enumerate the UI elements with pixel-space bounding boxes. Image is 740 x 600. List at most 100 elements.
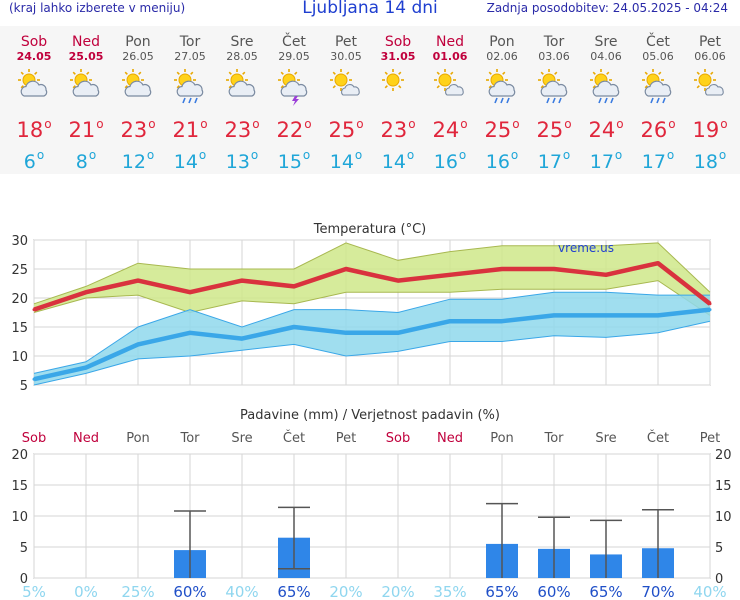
watermark: vreme.us [558, 241, 614, 255]
day-date: 03.06 [538, 50, 570, 63]
day-date: 26.05 [122, 50, 154, 63]
day-column: Čet 05.06 26o 17o [632, 34, 684, 174]
precipitation-chart-title: Padavine (mm) / Verjetnost padavin (%) [240, 408, 500, 423]
min-temperature: 14o [381, 148, 415, 173]
temperature-chart-title: Temperatura (°C) [313, 222, 426, 237]
min-temperature-point [604, 313, 608, 317]
precipitation-probability: 65% [277, 583, 310, 600]
max-temperature-point [136, 279, 140, 283]
precipitation-probability: 60% [173, 583, 206, 600]
precipitation-y-tick-left: 0 [20, 572, 28, 587]
day-name: Pet [698, 34, 722, 50]
day-column: Čet 29.05 22o 15o [268, 34, 320, 174]
precipitation-day-label: Ned [73, 431, 99, 446]
day-date: 29.05 [278, 50, 310, 63]
day-name: Sob [20, 34, 48, 50]
max-temperature: 25o [484, 117, 520, 142]
top-bar: (kraj lahko izberete v meniju) Ljubljana… [0, 0, 740, 20]
precipitation-y-tick-right: 5 [715, 541, 723, 556]
precipitation-day-label: Čet [647, 430, 669, 446]
precipitation-day-label: Pet [336, 431, 356, 446]
min-temperature: 13o [225, 148, 259, 173]
max-temperature: 24o [432, 117, 468, 142]
daily-forecast-strip: Sob 24.05 18o 6o Ned 25.05 21o 8o Pon 26.05 23o 12o… [0, 26, 740, 174]
min-temperature-point [656, 313, 660, 317]
day-column: Pet 06.06 19o 18o [684, 34, 736, 174]
day-date: 30.05 [330, 50, 362, 63]
mostly-sunny-icon [424, 69, 476, 107]
precipitation-day-label: Tor [179, 431, 200, 446]
temperature-y-tick: 25 [11, 263, 28, 278]
day-column: Ned 01.06 24o 16o [424, 34, 476, 174]
max-temperature: 25o [536, 117, 572, 142]
max-temperature-point [604, 273, 608, 277]
day-date: 04.06 [590, 50, 622, 63]
thunderstorm-icon [268, 69, 320, 107]
min-temperature: 18o [693, 148, 727, 173]
precipitation-y-tick-left: 10 [11, 510, 28, 525]
day-name: Pon [125, 34, 151, 50]
precipitation-probability: 40% [693, 583, 726, 600]
min-temperature-point [500, 319, 504, 323]
temperature-y-tick: 5 [20, 379, 28, 394]
precipitation-y-tick-right: 0 [715, 572, 723, 587]
max-temperature-point [708, 302, 712, 306]
sun-cloud-rain-icon [164, 69, 216, 107]
max-temperature-point [292, 284, 296, 288]
sunny-icon [372, 69, 424, 107]
max-temperature: 18o [16, 117, 52, 142]
precipitation-day-label: Pet [700, 431, 720, 446]
precipitation-y-tick-left: 5 [20, 541, 28, 556]
min-temperature: 12o [121, 148, 155, 173]
precipitation-probability: 20% [381, 583, 414, 600]
min-temperature: 17o [589, 148, 623, 173]
day-column: Pon 26.05 23o 12o [112, 34, 164, 174]
min-temperature: 16o [485, 148, 519, 173]
day-name: Sob [384, 34, 412, 50]
min-band-upper-edge [33, 291, 710, 374]
day-date: 01.06 [432, 50, 468, 63]
day-date: 28.05 [226, 50, 258, 63]
min-temperature: 15o [277, 148, 311, 173]
min-temperature-point [84, 366, 88, 370]
min-temperature: 14o [329, 148, 363, 173]
day-name: Pon [489, 34, 515, 50]
day-name: Sre [594, 34, 618, 50]
precipitation-probability: 25% [121, 583, 154, 600]
day-column: Tor 27.05 21o 14o [164, 34, 216, 174]
precipitation-day-label: Tor [543, 431, 564, 446]
min-temperature-point [708, 308, 712, 312]
forecast-charts: Temperatura (°C) 5 10 15 20 25 30 vreme.us Padav… [11, 222, 732, 600]
precipitation-probability: 40% [225, 583, 258, 600]
max-temperature-point [448, 273, 452, 277]
precipitation-probability: 5% [22, 583, 46, 600]
max-temperature: 23o [224, 117, 260, 142]
precipitation-probability: 70% [641, 583, 674, 600]
day-date: 24.05 [16, 50, 52, 63]
partly-cloudy-icon [8, 69, 60, 107]
min-temperature-point [552, 313, 556, 317]
page-title: Ljubljana 14 dni [302, 0, 438, 18]
day-date: 25.05 [68, 50, 104, 63]
precipitation-y-tick-right: 20 [715, 448, 732, 463]
precipitation-probability: 65% [589, 583, 622, 600]
max-temperature: 21o [172, 117, 208, 142]
day-column: Sre 04.06 24o 17o [580, 34, 632, 174]
min-temperature: 17o [537, 148, 571, 173]
max-band-upper-edge [33, 242, 711, 305]
precipitation-day-label: Pon [490, 431, 514, 446]
mostly-sunny-icon [320, 69, 372, 107]
temperature-y-tick: 30 [11, 234, 28, 249]
day-name: Tor [543, 34, 565, 50]
location-menu-hint[interactable]: (kraj lahko izberete v meniju) [9, 1, 186, 15]
day-name: Sre [230, 34, 254, 50]
precipitation-day-label: Čet [283, 430, 305, 446]
precipitation-probability: 60% [537, 583, 570, 600]
temperature-y-tick: 10 [11, 350, 28, 365]
max-temperature: 23o [120, 117, 156, 142]
partly-cloudy-icon [112, 69, 164, 107]
temperature-y-tick: 20 [11, 292, 28, 307]
partly-cloudy-icon [60, 69, 112, 107]
max-temperature-band [34, 242, 710, 316]
day-name: Pet [334, 34, 358, 50]
